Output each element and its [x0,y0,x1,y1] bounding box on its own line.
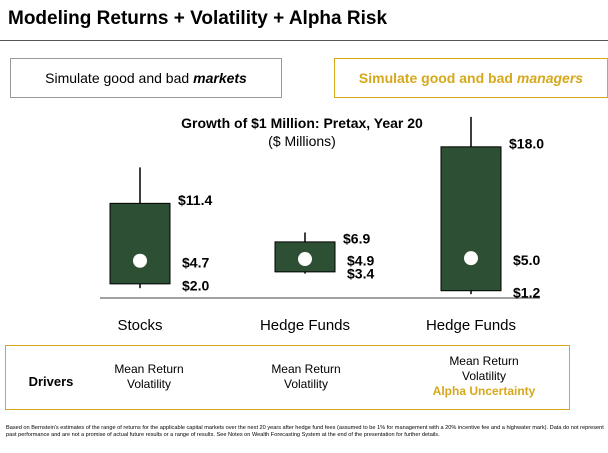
drivers-box: Drivers Mean Return Volatility Mean Return… [5,345,570,410]
title-rule [0,40,608,41]
value-label: $18.0 [509,136,544,152]
chart-subtitle: ($ Millions) [268,133,336,149]
x-tick-label: Hedge Funds [426,317,516,334]
median-dot [133,253,147,268]
driver-extra: Alpha Uncertainty [432,384,536,398]
value-label: $1.2 [513,284,540,300]
footnote: Based on Bernstein's estimates of the ra… [6,425,604,438]
box-emphasis: markets [193,70,247,86]
box-text: Simulate good and bad [358,70,513,86]
driver-column: Mean Return Volatility [231,362,381,392]
value-label: $4.9 [347,253,374,269]
driver-text: Volatility [461,369,507,383]
value-label: $3.4 [347,266,374,282]
box-emphasis: managers [516,70,584,86]
value-label: $5.0 [513,252,540,268]
driver-text: Mean Return [271,362,341,376]
chart: Growth of $1 Million: Pretax, Year 20 ($… [100,115,544,334]
value-label: $11.4 [178,192,212,208]
x-tick-label: Stocks [117,317,162,334]
managers-box: Simulate good and bad managers [334,58,608,98]
driver-text: Mean Return [114,362,184,376]
box [440,146,502,292]
box [109,202,171,285]
driver-text: Mean Return [449,354,519,368]
value-label: $6.9 [343,231,370,247]
markets-box: Simulate good and bad markets [10,58,282,98]
value-label: $2.0 [182,278,209,294]
median-dot [464,251,478,266]
driver-text: Volatility [283,377,329,391]
value-label: $4.7 [182,254,209,270]
title: Modeling Returns + Volatility + Alpha Ri… [8,8,388,29]
median-dot [298,252,312,267]
driver-column: Mean Return Volatility [74,362,224,392]
x-tick-label: Hedge Funds [260,317,350,334]
drivers-label: Drivers [28,374,74,389]
driver-text: Volatility [126,377,172,391]
chart-title: Growth of $1 Million: Pretax, Year 20 [181,115,423,131]
driver-column: Mean Return Volatility Alpha Uncertainty [409,354,559,399]
box-text: Simulate good and bad [45,70,190,86]
